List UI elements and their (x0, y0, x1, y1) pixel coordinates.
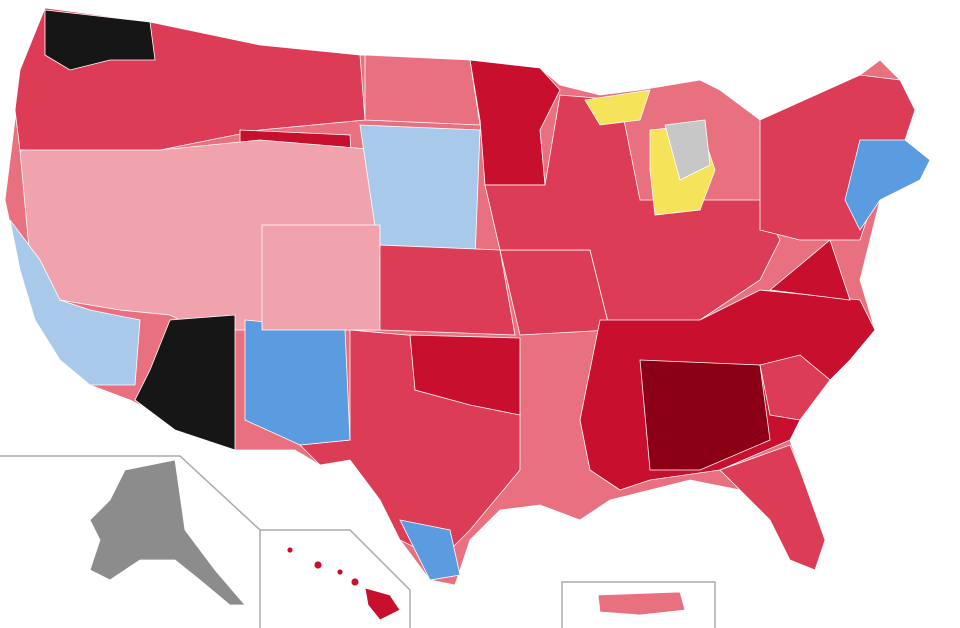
region-south-carolina (759, 354, 831, 421)
region-michigan-gray (664, 119, 711, 181)
puerto-rico-inset-border (561, 581, 716, 628)
hawaii-inset-border (260, 529, 411, 628)
region-california-blue (9, 219, 141, 386)
region-colorado (261, 224, 381, 331)
region-virginia (769, 239, 851, 301)
region-new-england-blue (844, 139, 931, 231)
alaska (89, 459, 246, 606)
region-arizona-black (134, 314, 236, 451)
region-south-texas-blue (399, 519, 461, 581)
region-north-dakota (364, 54, 481, 126)
region-midwest (484, 94, 781, 331)
region-washington-black (44, 9, 156, 71)
region-minnesota (469, 59, 561, 186)
region-oklahoma (409, 334, 521, 416)
region-florida (719, 444, 826, 571)
puerto-rico (597, 591, 686, 616)
region-new-mexico-blue (244, 319, 351, 446)
alaska-inset-border (0, 455, 261, 628)
region-deep-south (639, 359, 771, 471)
region-kansas (379, 244, 516, 336)
hawaii (286, 546, 401, 621)
region-upper-peninsula (584, 89, 651, 126)
